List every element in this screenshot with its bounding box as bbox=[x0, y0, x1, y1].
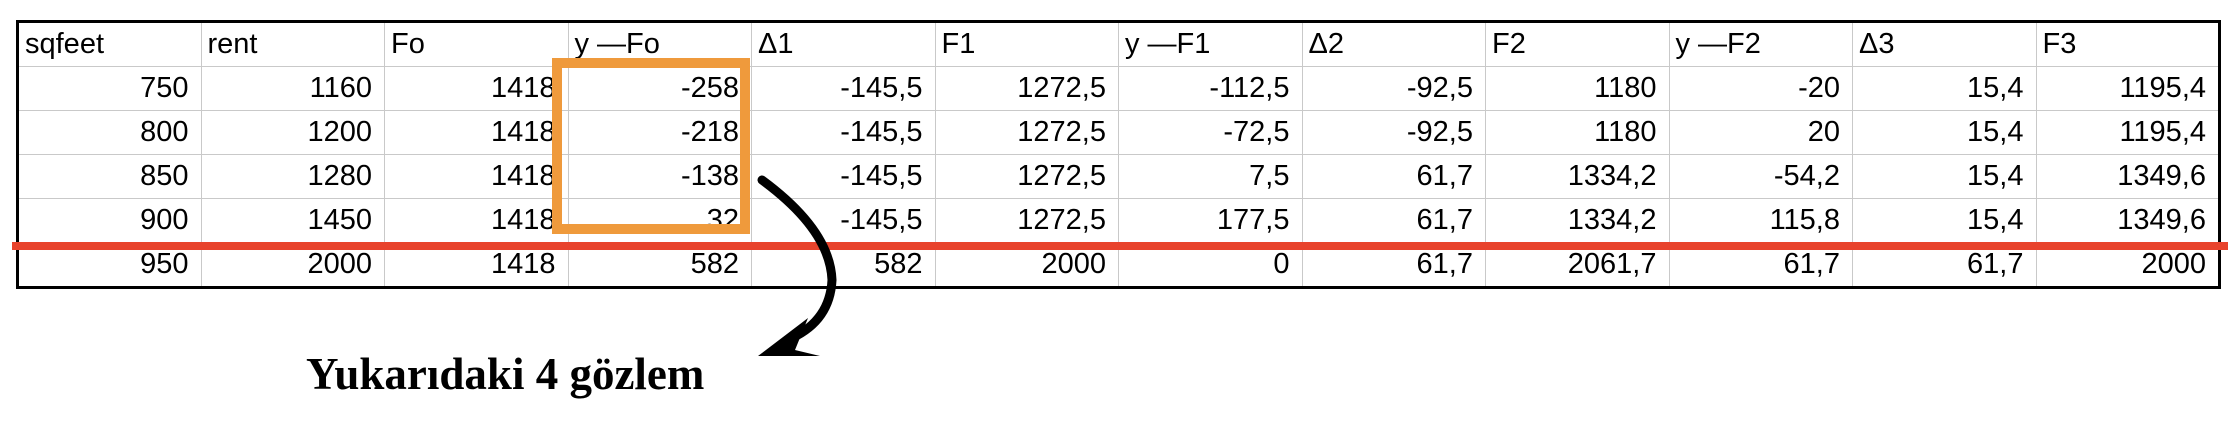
table-cell: 177,5 bbox=[1118, 198, 1303, 243]
column-header: Δ1 bbox=[751, 21, 936, 67]
column-header: y —F1 bbox=[1118, 21, 1303, 67]
table-cell: 1349,6 bbox=[2035, 154, 2220, 199]
column-header: Δ3 bbox=[1852, 21, 2037, 67]
table-cell: 1272,5 bbox=[934, 66, 1119, 111]
table-cell: 61,7 bbox=[1301, 154, 1486, 199]
table-cell: -72,5 bbox=[1118, 110, 1303, 155]
table-cell: 850 bbox=[17, 154, 202, 199]
column-header: rent bbox=[200, 21, 385, 67]
table-cell: 1418 bbox=[384, 66, 569, 111]
table-cell: 32 bbox=[567, 198, 752, 243]
table-row: 850 1280 1418 -138 -145,5 1272,5 7,5 61,7 1334,2… bbox=[17, 154, 2220, 199]
table-cell: 115,8 bbox=[1668, 198, 1853, 243]
table-cell: -54,2 bbox=[1668, 154, 1853, 199]
table-row: 800 1200 1418 -218 -145,5 1272,5 -72,5 -92,5 118… bbox=[17, 110, 2220, 155]
table-cell: 1418 bbox=[384, 110, 569, 155]
table-cell: 15,4 bbox=[1852, 110, 2037, 155]
table-cell: 1450 bbox=[200, 198, 385, 243]
highlight-box bbox=[552, 58, 750, 234]
table-cell: 20 bbox=[1668, 110, 1853, 155]
table-cell: 750 bbox=[17, 66, 202, 111]
table-cell: -92,5 bbox=[1301, 66, 1486, 111]
table-cell: 1418 bbox=[384, 198, 569, 243]
table-cell: 61,7 bbox=[1301, 198, 1486, 243]
data-table: sqfeet rent Fo y —Fo Δ1 F1 y —F1 Δ2 F2 y —F2 Δ3 F3 7… bbox=[16, 20, 2221, 289]
table-cell: -112,5 bbox=[1118, 66, 1303, 111]
table-cell: 1334,2 bbox=[1485, 198, 1670, 243]
column-header: F2 bbox=[1485, 21, 1670, 67]
table-body: sqfeet rent Fo y —Fo Δ1 F1 y —F1 Δ2 F2 y —F2 Δ3 F3 7… bbox=[17, 21, 2220, 288]
table-cell: 15,4 bbox=[1852, 154, 2037, 199]
table-cell: -92,5 bbox=[1301, 110, 1486, 155]
table-header-row: sqfeet rent Fo y —Fo Δ1 F1 y —F1 Δ2 F2 y —F2 Δ3 F3 bbox=[17, 21, 2220, 67]
arrow-head bbox=[758, 318, 820, 356]
table-cell: -145,5 bbox=[751, 110, 936, 155]
table-cell: 15,4 bbox=[1852, 66, 2037, 111]
separator-line bbox=[12, 242, 2228, 250]
table-cell: -138 bbox=[567, 154, 752, 199]
table-cell: -218 bbox=[567, 110, 752, 155]
table-cell: 1195,4 bbox=[2035, 110, 2220, 155]
table-cell: 1180 bbox=[1485, 110, 1670, 155]
table-cell: 15,4 bbox=[1852, 198, 2037, 243]
table-cell: 1180 bbox=[1485, 66, 1670, 111]
table-cell: 7,5 bbox=[1118, 154, 1303, 199]
table-cell: -20 bbox=[1668, 66, 1853, 111]
column-header: Fo bbox=[384, 21, 569, 67]
caption-text: Yukarıdaki 4 gözlem bbox=[306, 349, 705, 399]
table-cell: 1334,2 bbox=[1485, 154, 1670, 199]
arrow-curve bbox=[757, 175, 837, 343]
table-row: 900 1450 1418 32 -145,5 1272,5 177,5 61,7 1334,2… bbox=[17, 198, 2220, 243]
table-cell: 1272,5 bbox=[934, 154, 1119, 199]
table-cell: 1349,6 bbox=[2035, 198, 2220, 243]
